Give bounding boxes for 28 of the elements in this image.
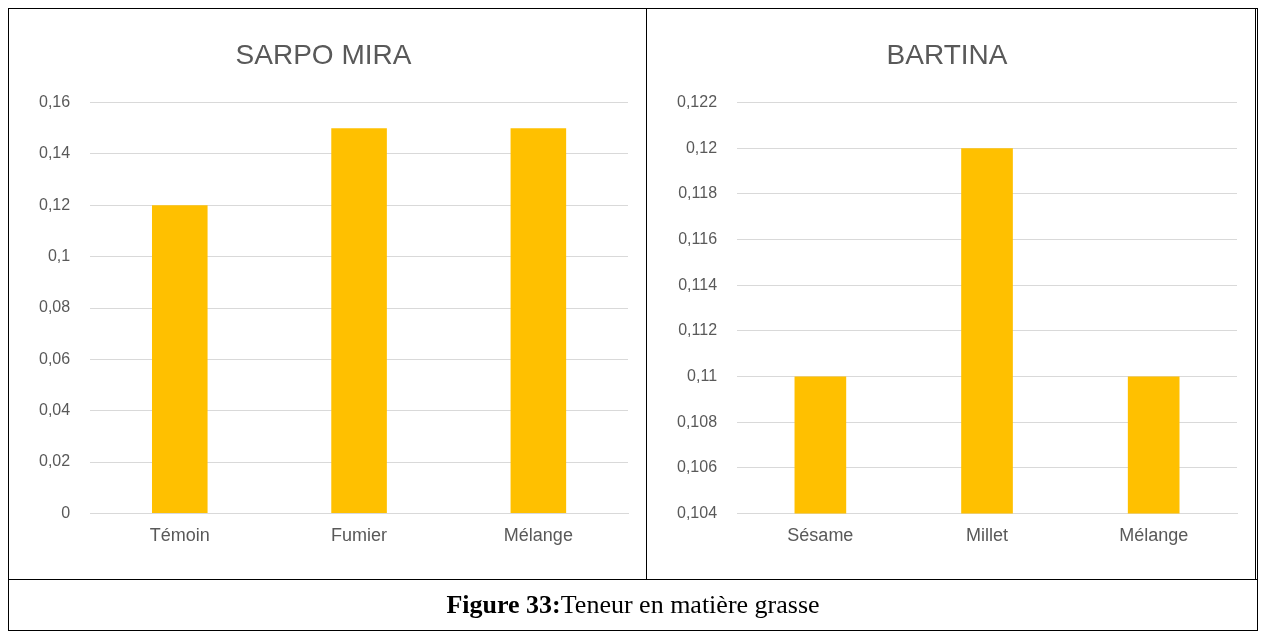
y-tick-label: 0,116 <box>678 229 718 247</box>
x-tick-label: Mélange <box>503 525 573 546</box>
y-tick-label: 0,104 <box>676 503 718 521</box>
y-tick-label: 0,108 <box>676 412 718 430</box>
y-tick-label: 0,06 <box>39 349 71 367</box>
x-tick-label: Sésame <box>787 525 854 546</box>
x-tick-label: Millet <box>966 525 1009 546</box>
y-tick-label: 0 <box>61 503 71 521</box>
y-tick-label: 0,106 <box>676 458 718 476</box>
y-tick-label: 0,11 <box>687 366 718 384</box>
caption: Figure 33:Teneur en matière grasse <box>445 589 821 621</box>
y-tick-label: 0,114 <box>678 275 718 293</box>
x-tick-label: Témoin <box>149 525 210 546</box>
y-tick-label: 0,02 <box>39 452 71 470</box>
y-tick-label: 0,16 <box>39 93 71 111</box>
x-tick-label: Mélange <box>1119 525 1189 546</box>
x-tick-label: Fumier <box>331 525 388 546</box>
y-tick-label: 0,08 <box>39 298 71 316</box>
y-tick-label: 0,118 <box>678 184 718 202</box>
y-tick-label: 0,04 <box>39 401 71 419</box>
y-tick-label: 0,12 <box>39 195 71 213</box>
y-tick-label: 0,122 <box>676 93 718 111</box>
chart-title: BARTINA <box>886 38 1008 70</box>
y-tick-label: 0,14 <box>39 144 71 162</box>
chart-title: SARPO MIRA <box>235 38 412 70</box>
y-tick-label: 0,1 <box>47 247 71 265</box>
y-tick-label: 0,12 <box>685 138 718 156</box>
y-tick-label: 0,112 <box>678 321 718 339</box>
